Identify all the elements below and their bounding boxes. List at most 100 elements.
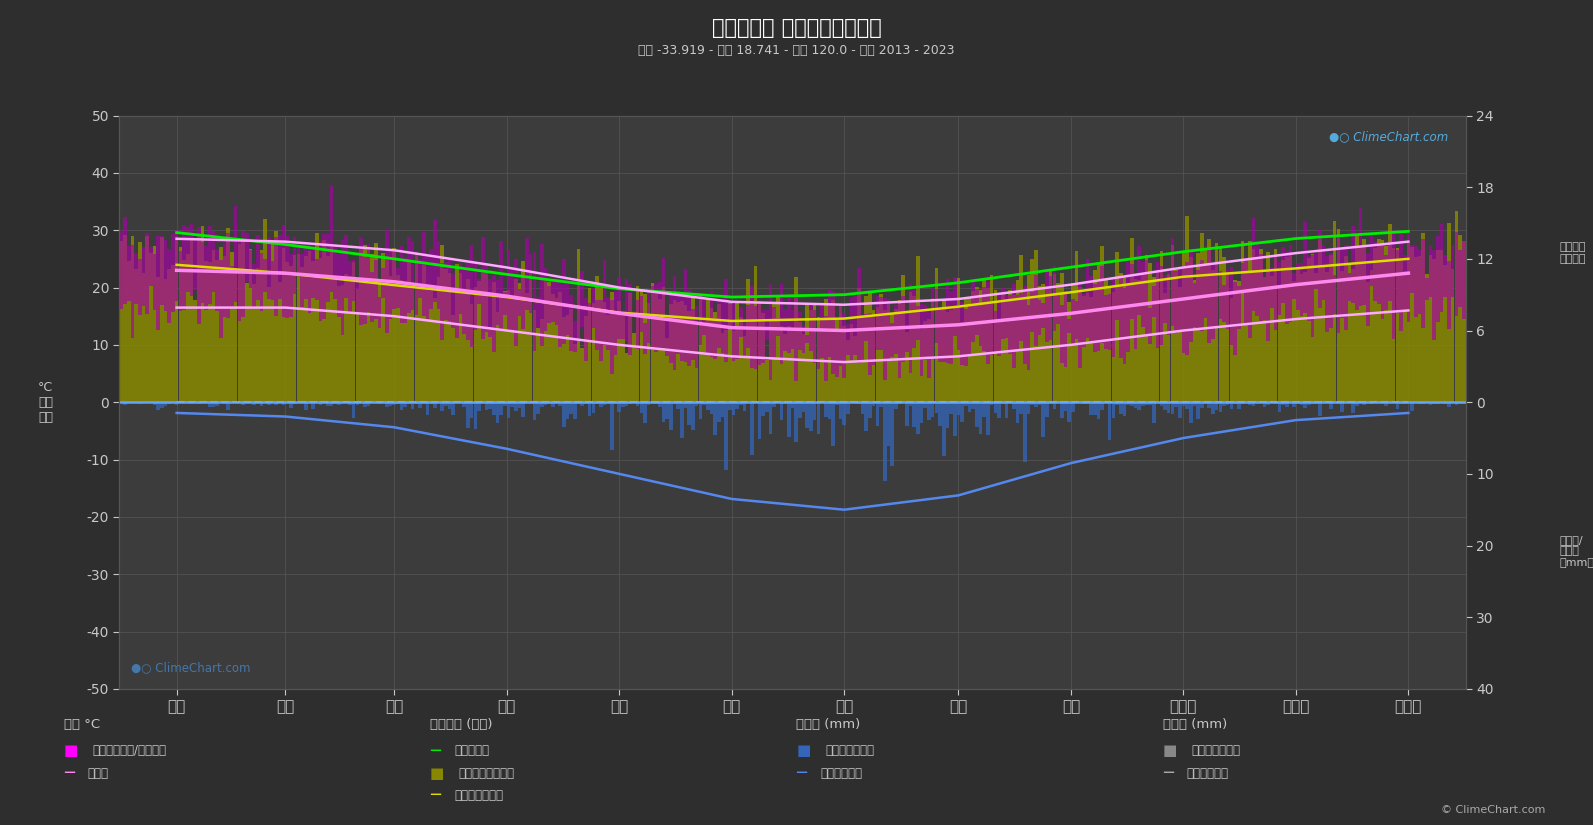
Bar	[824, 316, 827, 381]
Bar	[1373, 242, 1376, 301]
Bar	[1129, 238, 1134, 403]
Bar	[1230, 267, 1233, 345]
Bar	[1429, 403, 1432, 405]
Bar	[1126, 403, 1129, 405]
Bar	[1123, 276, 1126, 403]
Bar	[913, 403, 916, 427]
Bar	[585, 316, 588, 403]
Bar	[1451, 245, 1454, 297]
Bar	[408, 238, 411, 313]
Bar	[838, 304, 843, 366]
Bar	[843, 403, 846, 425]
Bar	[613, 314, 618, 403]
Bar	[307, 251, 311, 403]
Bar	[1446, 262, 1451, 329]
Text: 緯度 -33.919 - 経度 18.741 - 標高 120.0 - 期間 2013 - 2023: 緯度 -33.919 - 経度 18.741 - 標高 120.0 - 期間 2…	[639, 44, 954, 57]
Bar	[419, 259, 422, 299]
Bar	[636, 403, 639, 406]
Bar	[1351, 226, 1356, 304]
Bar	[489, 403, 492, 409]
Bar	[739, 307, 742, 337]
Bar	[1048, 271, 1053, 403]
Bar	[411, 403, 414, 409]
Bar	[647, 403, 650, 404]
Bar	[1446, 403, 1451, 407]
Bar	[440, 245, 444, 403]
Bar	[644, 403, 647, 423]
Bar	[252, 264, 256, 307]
Bar	[1118, 272, 1123, 403]
Bar	[691, 403, 695, 430]
Bar	[467, 280, 470, 403]
Bar	[736, 326, 739, 359]
Bar	[397, 276, 400, 403]
Bar	[1082, 296, 1086, 403]
Bar	[972, 291, 975, 403]
Bar	[1222, 285, 1225, 323]
Bar	[972, 403, 975, 409]
Bar	[150, 248, 153, 286]
Bar	[698, 296, 703, 346]
Bar	[1177, 268, 1182, 332]
Bar	[941, 307, 946, 362]
Bar	[680, 297, 683, 361]
Bar	[949, 292, 953, 365]
Bar	[1204, 265, 1207, 318]
Bar	[422, 232, 425, 316]
Bar	[540, 244, 543, 346]
Bar	[610, 403, 613, 450]
Bar	[961, 403, 964, 422]
Bar	[636, 286, 639, 403]
Bar	[515, 279, 518, 403]
Bar	[212, 403, 215, 407]
Bar	[271, 243, 274, 403]
Bar	[1090, 276, 1093, 342]
Bar	[1278, 262, 1281, 315]
Bar	[1196, 270, 1200, 328]
Bar	[1174, 403, 1177, 407]
Bar	[1090, 403, 1093, 415]
Bar	[798, 312, 801, 350]
Bar	[1037, 403, 1042, 405]
Bar	[742, 337, 747, 403]
Bar	[1016, 295, 1020, 351]
Text: 月平均: 月平均	[88, 766, 108, 780]
Bar	[374, 261, 378, 319]
Bar	[1211, 263, 1215, 339]
Bar	[1440, 224, 1443, 313]
Bar	[1300, 274, 1303, 403]
Bar	[1362, 246, 1365, 304]
Bar	[1171, 238, 1174, 327]
Bar	[765, 309, 768, 341]
Bar	[1059, 272, 1064, 403]
Bar	[1340, 403, 1344, 412]
Bar	[1207, 239, 1211, 403]
Bar	[599, 288, 602, 403]
Bar	[725, 330, 728, 403]
Bar	[1182, 252, 1185, 403]
Bar	[975, 286, 978, 403]
Bar	[1458, 235, 1462, 403]
Bar	[930, 285, 935, 359]
Bar	[1182, 266, 1185, 353]
Bar	[860, 315, 865, 403]
Bar	[1101, 266, 1104, 342]
Bar	[419, 285, 422, 403]
Bar	[330, 186, 333, 292]
Bar	[809, 306, 812, 351]
Bar	[784, 309, 787, 351]
Bar	[949, 403, 953, 414]
Bar	[629, 403, 632, 404]
Bar	[1258, 254, 1263, 321]
Bar	[252, 284, 256, 403]
Bar	[1236, 286, 1241, 328]
Bar	[602, 403, 607, 405]
Bar	[835, 331, 838, 377]
Bar	[795, 403, 798, 442]
Bar	[1418, 257, 1421, 403]
Bar	[411, 241, 414, 310]
Bar	[285, 236, 288, 318]
Bar	[854, 295, 857, 355]
Bar	[1185, 216, 1188, 403]
Bar	[1098, 403, 1101, 419]
